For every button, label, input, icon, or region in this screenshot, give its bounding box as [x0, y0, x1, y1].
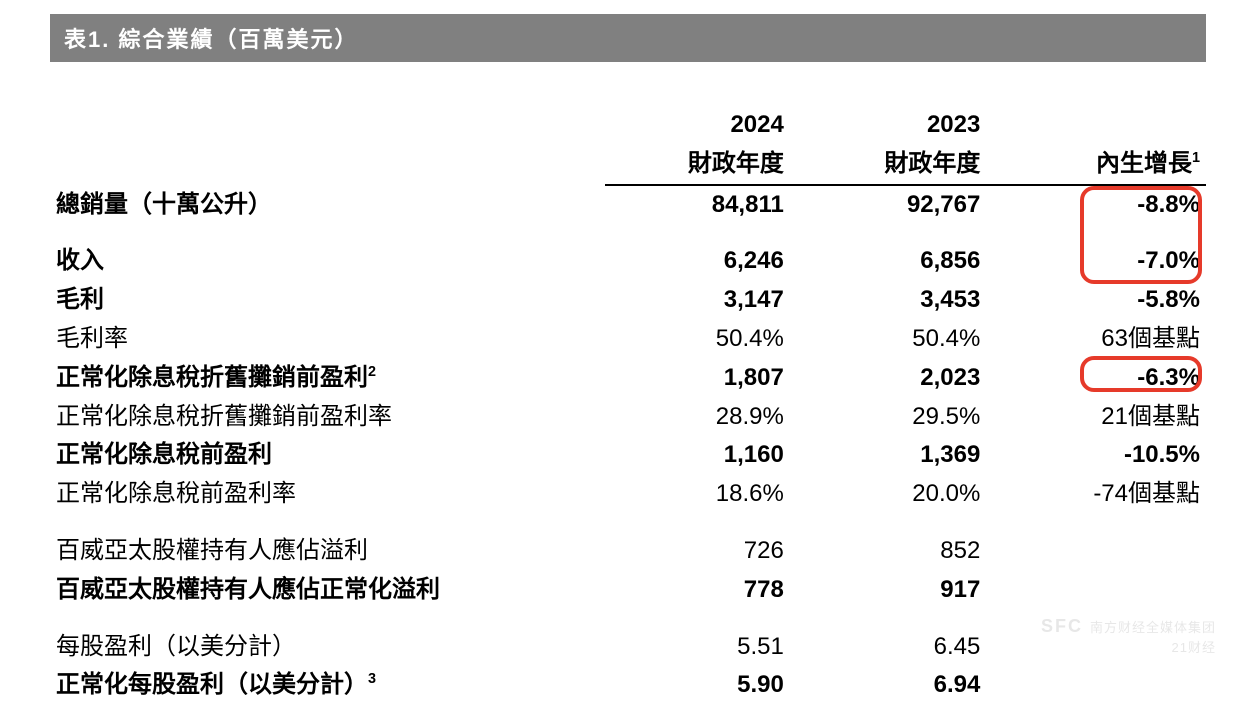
- cell-2023: 29.5%: [790, 398, 987, 437]
- cell-2024: 778: [605, 571, 790, 610]
- cell-growth: [986, 628, 1206, 667]
- cell-2024: 6,246: [605, 242, 790, 281]
- table-row: 收入6,2466,856-7.0%: [50, 242, 1206, 281]
- table-row: 總銷量（十萬公升）84,81192,767-8.8%: [50, 185, 1206, 225]
- col-2023-year: 2023: [790, 106, 987, 145]
- col-2024-year: 2024: [605, 106, 790, 145]
- cell-growth: -10.5%: [986, 436, 1206, 475]
- table-row: [50, 610, 1206, 628]
- cell-2024: 3,147: [605, 281, 790, 320]
- cell-2023: 20.0%: [790, 475, 987, 514]
- col-2023-label: 財政年度: [790, 145, 987, 185]
- row-label: 毛利: [50, 281, 605, 320]
- table-body: 總銷量（十萬公升）84,81192,767-8.8%收入6,2466,856-7…: [50, 185, 1206, 706]
- cell-2023: 6,856: [790, 242, 987, 281]
- cell-2023: 50.4%: [790, 320, 987, 359]
- table-row: 正常化除息稅折舊攤銷前盈利率28.9%29.5%21個基點: [50, 398, 1206, 437]
- row-label: 每股盈利（以美分計）: [50, 628, 605, 667]
- row-label: 正常化除息稅前盈利率: [50, 475, 605, 514]
- cell-2024: 1,807: [605, 359, 790, 398]
- table-row: 百威亞太股權持有人應佔溢利726852: [50, 532, 1206, 571]
- col-2024-label: 財政年度: [605, 145, 790, 185]
- header-row-year: 2024 2023: [50, 106, 1206, 145]
- table-row: 正常化每股盈利（以美分計）35.906.94: [50, 666, 1206, 705]
- cell-growth: -8.8%: [986, 185, 1206, 225]
- table-row: 毛利率50.4%50.4%63個基點: [50, 320, 1206, 359]
- row-label: 正常化除息稅折舊攤銷前盈利2: [50, 359, 605, 398]
- cell-2023: 6.45: [790, 628, 987, 667]
- cell-growth: 63個基點: [986, 320, 1206, 359]
- header-row-label: 財政年度 財政年度 內生增長1: [50, 145, 1206, 185]
- table-row: 毛利3,1473,453-5.8%: [50, 281, 1206, 320]
- table-title: 表1. 綜合業績（百萬美元）: [64, 27, 358, 52]
- cell-2024: 1,160: [605, 436, 790, 475]
- table-row: 正常化除息稅前盈利1,1601,369-10.5%: [50, 436, 1206, 475]
- cell-2024: 84,811: [605, 185, 790, 225]
- row-label: 總銷量（十萬公升）: [50, 185, 605, 225]
- cell-2024: 18.6%: [605, 475, 790, 514]
- cell-2024: 726: [605, 532, 790, 571]
- table-row: 正常化除息稅折舊攤銷前盈利21,8072,023-6.3%: [50, 359, 1206, 398]
- cell-growth: [986, 532, 1206, 571]
- cell-2023: 1,369: [790, 436, 987, 475]
- cell-2023: 6.94: [790, 666, 987, 705]
- cell-2024: 28.9%: [605, 398, 790, 437]
- cell-growth: -5.8%: [986, 281, 1206, 320]
- row-label: 正常化除息稅前盈利: [50, 436, 605, 475]
- table-row: [50, 224, 1206, 242]
- table-row: 正常化除息稅前盈利率18.6%20.0%-74個基點: [50, 475, 1206, 514]
- cell-growth: [986, 571, 1206, 610]
- cell-2023: 852: [790, 532, 987, 571]
- cell-growth: -7.0%: [986, 242, 1206, 281]
- table-row: 百威亞太股權持有人應佔正常化溢利778917: [50, 571, 1206, 610]
- row-label: 正常化每股盈利（以美分計）3: [50, 666, 605, 705]
- cell-growth: -74個基點: [986, 475, 1206, 514]
- cell-2023: 92,767: [790, 185, 987, 225]
- cell-growth: 21個基點: [986, 398, 1206, 437]
- cell-2024: 5.51: [605, 628, 790, 667]
- cell-2023: 3,453: [790, 281, 987, 320]
- row-label: 百威亞太股權持有人應佔正常化溢利: [50, 571, 605, 610]
- row-label: 正常化除息稅折舊攤銷前盈利率: [50, 398, 605, 437]
- cell-growth: [986, 666, 1206, 705]
- row-label: 毛利率: [50, 320, 605, 359]
- financial-table: 2024 2023 財政年度 財政年度 內生增長1 總銷量（十萬公升）84,81…: [50, 106, 1206, 705]
- table-row: [50, 514, 1206, 532]
- row-label: 收入: [50, 242, 605, 281]
- table-row: 每股盈利（以美分計）5.516.45: [50, 628, 1206, 667]
- table-title-bar: 表1. 綜合業績（百萬美元）: [50, 14, 1206, 62]
- cell-2023: 2,023: [790, 359, 987, 398]
- col-growth-label: 內生增長1: [986, 145, 1206, 185]
- cell-growth: -6.3%: [986, 359, 1206, 398]
- cell-2024: 5.90: [605, 666, 790, 705]
- cell-2024: 50.4%: [605, 320, 790, 359]
- row-label: 百威亞太股權持有人應佔溢利: [50, 532, 605, 571]
- cell-2023: 917: [790, 571, 987, 610]
